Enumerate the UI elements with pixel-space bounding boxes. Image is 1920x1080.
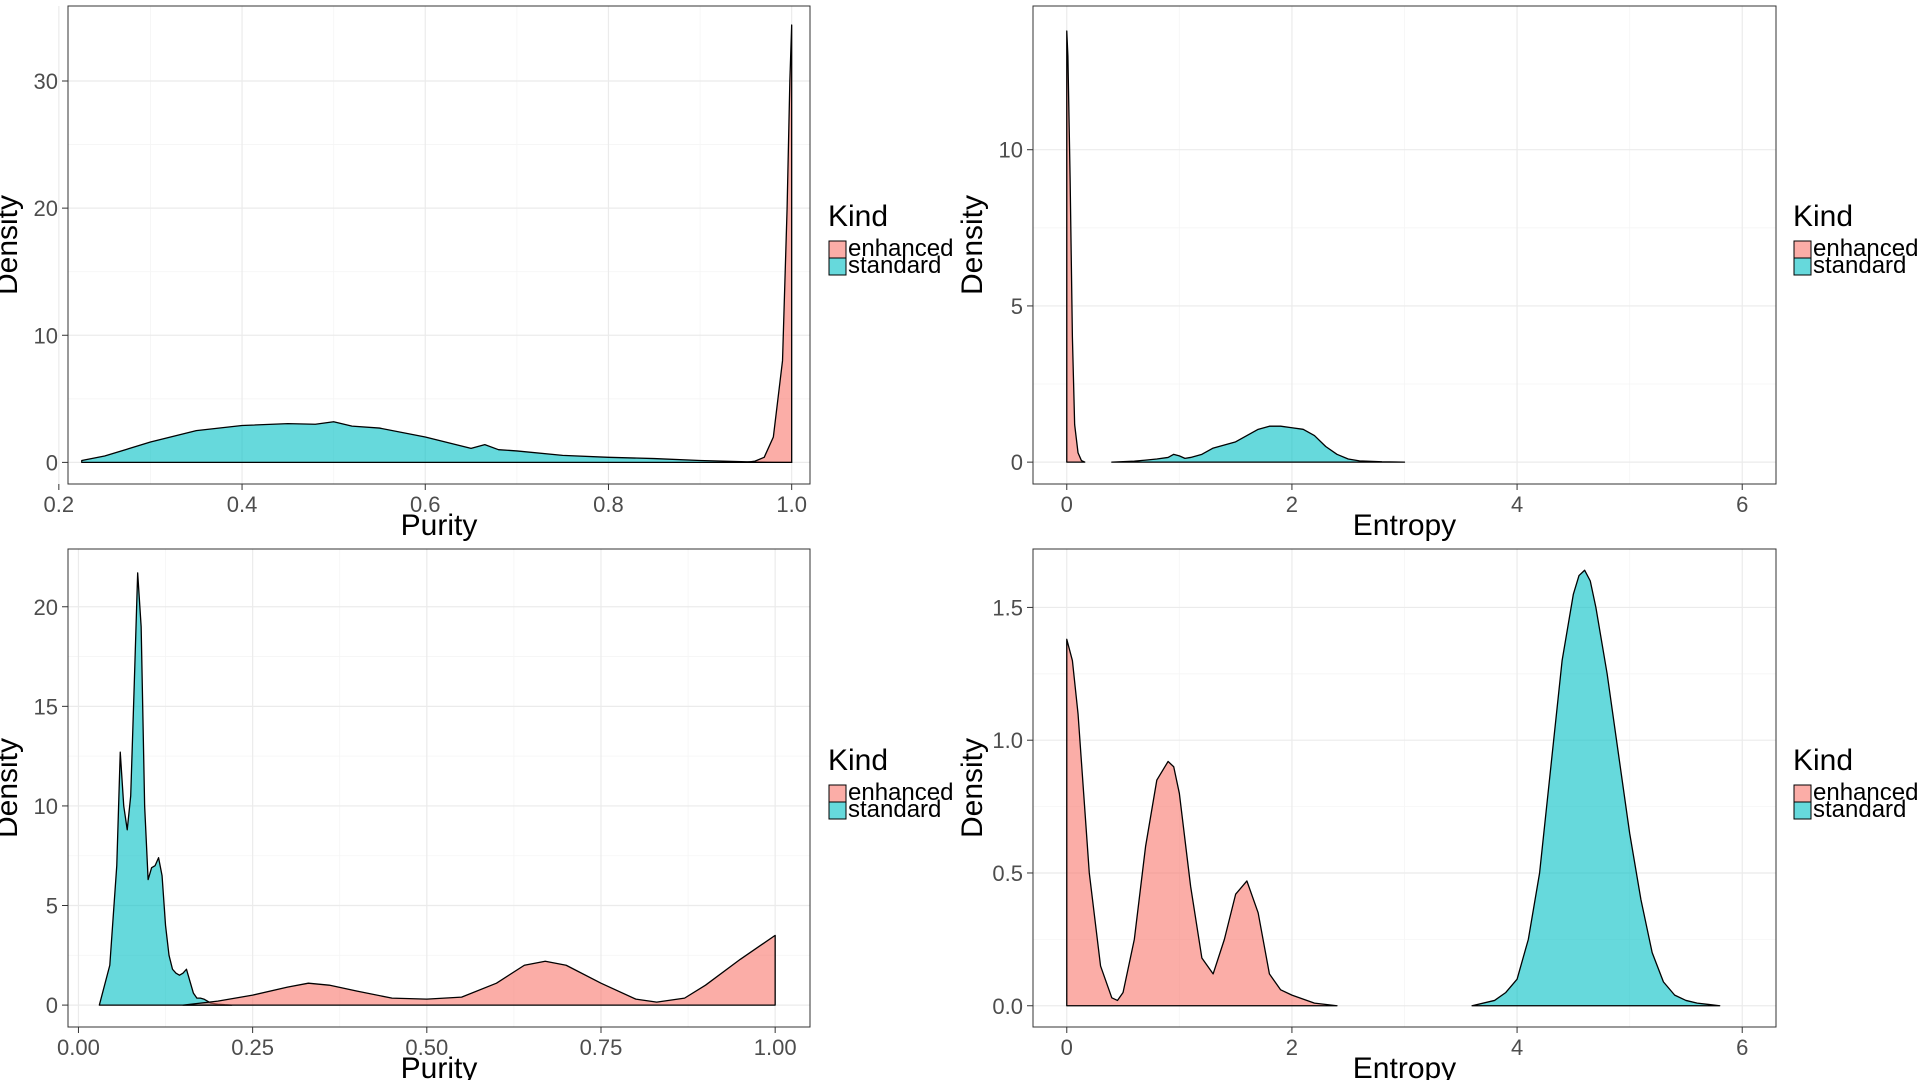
x-axis-title: Purity <box>401 509 478 542</box>
y-tick-label: 20 <box>34 595 58 620</box>
legend-label-standard: standard <box>848 252 941 279</box>
density-panel-3: 0.00 0.25 0.50 0.75 1.00 0 5 10 15 20 Purity Densit… <box>0 548 953 1080</box>
legend-key-enhanced <box>828 784 847 803</box>
x-tick-label: 4 <box>1511 492 1523 517</box>
x-axis-title: Purity <box>401 1052 478 1080</box>
y-axis-title: Density <box>956 738 989 838</box>
x-tick-label: 2 <box>1286 492 1298 517</box>
x-tick-label: 1.00 <box>754 1035 797 1060</box>
y-tick-label: 15 <box>34 694 58 719</box>
y-axis-title: Density <box>0 195 24 295</box>
density-area-enhanced <box>745 24 793 464</box>
y-tick-label: 20 <box>34 196 58 221</box>
legend-label-enhanced: enhanced <box>848 779 953 806</box>
y-tick-label: 30 <box>34 69 58 94</box>
x-tick-label: 0.50 <box>405 1035 448 1060</box>
legend-key-enhanced <box>1793 784 1812 803</box>
panel-border <box>1032 548 1777 1028</box>
x-axis-title: Entropy <box>1353 509 1456 542</box>
x-tick-label: 6 <box>1736 492 1748 517</box>
x-tick-label: 4 <box>1511 1035 1523 1060</box>
y-tick-label: 1.0 <box>992 728 1023 753</box>
x-tick-label: 2 <box>1286 1035 1298 1060</box>
y-tick-label: 5 <box>1011 294 1023 319</box>
legend-key-standard <box>828 257 847 276</box>
legend-key-standard <box>828 801 847 820</box>
density-area-standard <box>1471 569 1721 1007</box>
y-axis-title: Density <box>956 195 989 295</box>
x-tick-label: 0.4 <box>227 492 258 517</box>
density-area-standard <box>81 421 793 464</box>
y-tick-label: 10 <box>34 323 58 348</box>
y-tick-label: 0.0 <box>992 994 1023 1019</box>
legend-title: Kind <box>828 200 888 233</box>
legend-label-standard: standard <box>1813 252 1906 279</box>
x-tick-label: 0.6 <box>410 492 441 517</box>
legend-label-standard: standard <box>848 796 941 823</box>
y-axis-title: Density <box>0 738 24 838</box>
x-tick-label: 0.8 <box>593 492 624 517</box>
y-tick-label: 0 <box>46 993 58 1018</box>
legend-title: Kind <box>828 744 888 777</box>
legend-title: Kind <box>1793 200 1853 233</box>
y-tick-label: 5 <box>46 894 58 919</box>
y-tick-label: 0 <box>46 450 58 475</box>
density-area-enhanced <box>1066 30 1086 463</box>
y-tick-label: 10 <box>34 794 58 819</box>
x-axis-title: Entropy <box>1353 1052 1456 1080</box>
x-tick-label: 0.00 <box>57 1035 100 1060</box>
legend-key-standard <box>1793 801 1812 820</box>
y-tick-label: 10 <box>999 138 1023 163</box>
x-tick-label: 0 <box>1061 1035 1073 1060</box>
density-area-enhanced <box>1066 638 1338 1007</box>
density-area-enhanced <box>182 934 776 1006</box>
x-tick-label: 0.25 <box>231 1035 274 1060</box>
legend-label-enhanced: enhanced <box>1813 779 1918 806</box>
density-area-standard <box>98 572 233 1006</box>
panel-border <box>1032 5 1777 485</box>
legend-label-enhanced: enhanced <box>848 235 953 262</box>
y-tick-label: 0.5 <box>992 861 1023 886</box>
panel-border <box>67 5 811 485</box>
x-tick-label: 1.0 <box>776 492 807 517</box>
density-panel-4: 0 2 4 6 0.0 0.5 1.0 1.5 Entropy Density Kindenhanc… <box>956 548 1918 1080</box>
density-area-standard <box>1111 425 1406 463</box>
panel-border <box>67 548 811 1028</box>
x-tick-label: 6 <box>1736 1035 1748 1060</box>
legend-label-enhanced: enhanced <box>1813 235 1918 262</box>
legend-key-enhanced <box>1793 240 1812 259</box>
x-tick-label: 0.75 <box>580 1035 623 1060</box>
x-tick-label: 0 <box>1061 492 1073 517</box>
y-tick-label: 1.5 <box>992 595 1023 620</box>
y-tick-label: 0 <box>1011 450 1023 475</box>
x-tick-label: 0.2 <box>44 492 75 517</box>
density-panel-2: 0 2 4 6 0 5 10 Entropy Density Kindenhancedstanda… <box>956 5 1918 542</box>
legend-label-standard: standard <box>1813 796 1906 823</box>
density-panel-1: 0.2 0.4 0.6 0.8 1.0 0 10 20 30 Purity Density Kinde… <box>0 5 953 542</box>
legend-key-enhanced <box>828 240 847 259</box>
legend-title: Kind <box>1793 744 1853 777</box>
legend-key-standard <box>1793 257 1812 276</box>
